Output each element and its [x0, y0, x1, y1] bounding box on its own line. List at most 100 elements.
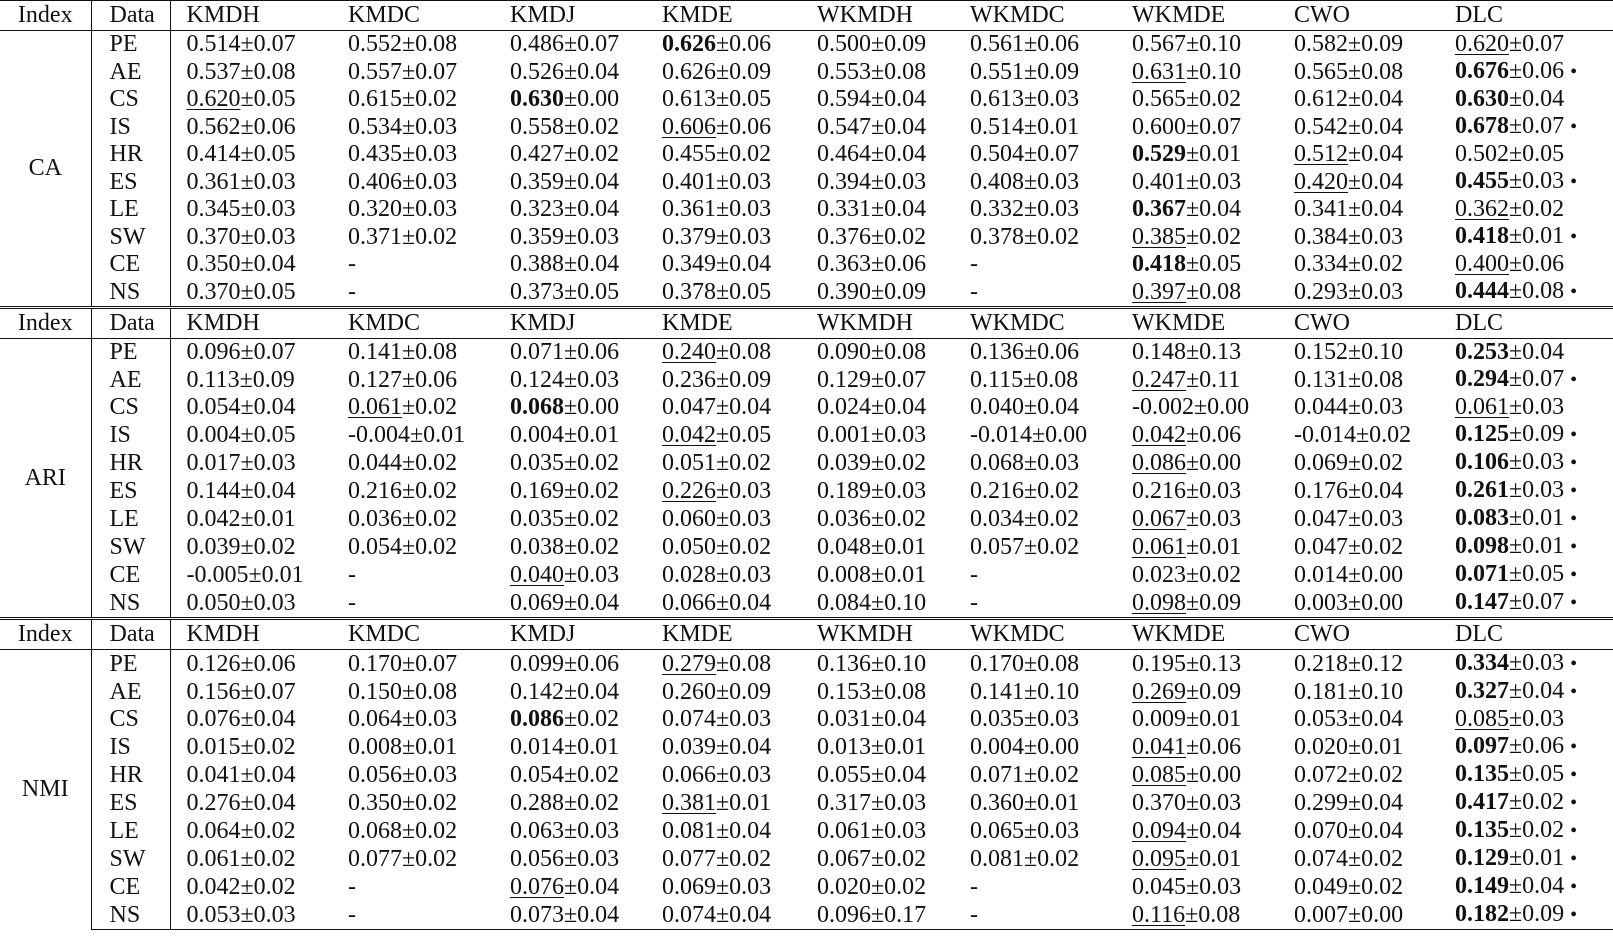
cell-cwo: 0.512±0.04	[1278, 141, 1439, 168]
std-value: 0.02	[729, 533, 772, 560]
cell-wkmdh: 0.376±0.02	[801, 223, 954, 251]
plus-minus-symbol: ±	[871, 31, 885, 57]
mean-value: 0.074	[662, 706, 716, 732]
std-value: 0.07	[1199, 113, 1242, 140]
plus-minus-symbol: ±	[1023, 366, 1037, 393]
table-section-ari: Index Data KMDH KMDC KMDJ KMDE WKMDH WKMDC WKMDE…	[0, 306, 1613, 619]
cell-kmdj: 0.086±0.02	[494, 706, 646, 733]
cell-kmdc: -	[332, 561, 494, 589]
significance-dot-icon: •	[1570, 480, 1578, 502]
plus-minus-symbol: ±	[240, 533, 254, 560]
table-row: IS 0.015±0.02 0.008±0.01 0.014±0.01 0.039±0.…	[0, 733, 1613, 761]
plus-minus-symbol: ±	[1509, 366, 1523, 392]
mean-value: 0.444	[1455, 278, 1509, 304]
cell-kmdj: 0.014±0.01	[494, 733, 646, 761]
cell-kmdj: 0.035±0.02	[494, 449, 646, 477]
mean-value: 0.552	[348, 31, 402, 57]
std-value: 0.03	[729, 873, 772, 900]
plus-minus-symbol: ±	[716, 589, 730, 616]
cell-wkmdh: 0.036±0.02	[801, 505, 954, 533]
cell-kmdj: 0.323±0.04	[494, 196, 646, 223]
std-value: 0.08	[1361, 58, 1404, 85]
cell-wkmde: 0.023±0.02	[1116, 561, 1278, 589]
cell-kmdc: -	[332, 589, 494, 619]
cell-wkmdh: 0.001±0.03	[801, 421, 954, 449]
mean-value: -0.002	[1132, 394, 1194, 420]
plus-minus-symbol: ±	[402, 761, 416, 788]
std-value: 0.02	[577, 789, 620, 816]
std-value: 0.10	[1199, 58, 1242, 85]
std-value: 0.00	[1361, 901, 1404, 928]
std-value: 0.02	[1522, 817, 1565, 843]
table-row: IS 0.562±0.06 0.534±0.03 0.558±0.02 0.606±0.…	[0, 113, 1613, 141]
plus-minus-symbol: ±	[240, 251, 254, 277]
std-value: 0.02	[415, 477, 458, 504]
cell-dlc: 0.182±0.09 •	[1439, 901, 1613, 930]
results-table: Index Data KMDH KMDC KMDJ KMDE WKMDH WKMDC WKMDE…	[0, 0, 1613, 930]
mean-value: -	[970, 901, 978, 928]
plus-minus-symbol: ±	[240, 339, 254, 365]
plus-minus-symbol: ±	[1348, 901, 1362, 928]
plus-minus-symbol: ±	[716, 561, 730, 588]
cell-wkmdc: -	[954, 561, 1116, 589]
std-value: 0.03	[1037, 449, 1080, 476]
mean-value: 0.135	[1455, 817, 1509, 843]
std-value: 0.02	[415, 505, 458, 532]
std-value: 0.03	[1037, 706, 1080, 732]
dataset-label: HR	[91, 449, 171, 477]
plus-minus-symbol: ±	[1186, 449, 1200, 476]
mean-value: 0.008	[817, 561, 871, 588]
index-label: ARI	[0, 338, 92, 619]
mean-value: 0.096	[817, 901, 871, 928]
cell-dlc: 0.097±0.06 •	[1439, 733, 1613, 761]
std-value: 0.02	[884, 505, 927, 532]
cell-kmdc: 0.320±0.03	[332, 196, 494, 223]
mean-value: 0.061	[348, 394, 402, 420]
significance-dot-icon: •	[1570, 536, 1578, 558]
cell-kmdh: 0.276±0.04	[170, 789, 332, 817]
mean-value: 0.095	[1132, 845, 1186, 872]
table-row: HR 0.017±0.03 0.044±0.02 0.035±0.02 0.051±0.…	[0, 449, 1613, 477]
cell-wkmdc: 0.068±0.03	[954, 449, 1116, 477]
table-row: AE 0.537±0.08 0.557±0.07 0.526±0.04 0.626±0.…	[0, 58, 1613, 86]
mean-value: 0.567	[1132, 31, 1186, 57]
mean-value: 0.036	[817, 505, 871, 532]
mean-value: 0.008	[348, 733, 402, 760]
plus-minus-symbol: ±	[1024, 505, 1038, 532]
plus-minus-symbol: ±	[564, 366, 578, 393]
plus-minus-symbol: ±	[402, 394, 416, 420]
plus-minus-symbol: ±	[1024, 533, 1038, 560]
plus-minus-symbol: ±	[564, 278, 578, 305]
cell-kmdh: 0.042±0.02	[170, 873, 332, 901]
mean-value: 0.288	[510, 789, 564, 816]
plus-minus-symbol: ±	[716, 251, 730, 277]
mean-value: 0.020	[817, 873, 871, 900]
mean-value: -	[348, 873, 356, 900]
plus-minus-symbol: ±	[564, 58, 578, 85]
dataset-label: AE	[91, 366, 171, 394]
cell-cwo: 0.053±0.04	[1278, 706, 1439, 733]
cell-kmdc: 0.150±0.08	[332, 678, 494, 706]
std-value: 0.04	[1037, 394, 1080, 420]
cell-cwo: -0.014±0.02	[1278, 421, 1439, 449]
plus-minus-symbol: ±	[1186, 561, 1200, 588]
plus-minus-symbol: ±	[1186, 505, 1200, 532]
mean-value: 0.620	[1455, 31, 1509, 57]
header-method-wkmdh: WKMDH	[801, 0, 954, 31]
mean-value: 0.014	[1294, 561, 1348, 588]
std-value: 0.03	[1037, 168, 1080, 195]
std-value: 0.02	[415, 394, 458, 420]
cell-kmde: 0.066±0.03	[646, 761, 801, 789]
mean-value: 0.094	[1132, 817, 1186, 844]
dataset-label: HR	[91, 761, 171, 789]
plus-minus-symbol: ±	[871, 505, 885, 532]
mean-value: 0.098	[1455, 533, 1509, 559]
header-method-cwo: CWO	[1278, 617, 1439, 650]
significance-dot-icon: •	[1570, 171, 1578, 193]
std-value: 0.06	[253, 650, 296, 677]
dataset-label: ES	[91, 477, 171, 505]
std-value: 0.01	[884, 733, 927, 760]
std-value: 0.07	[253, 339, 296, 365]
std-value: 0.04	[577, 678, 620, 705]
dataset-label: AE	[91, 58, 171, 86]
